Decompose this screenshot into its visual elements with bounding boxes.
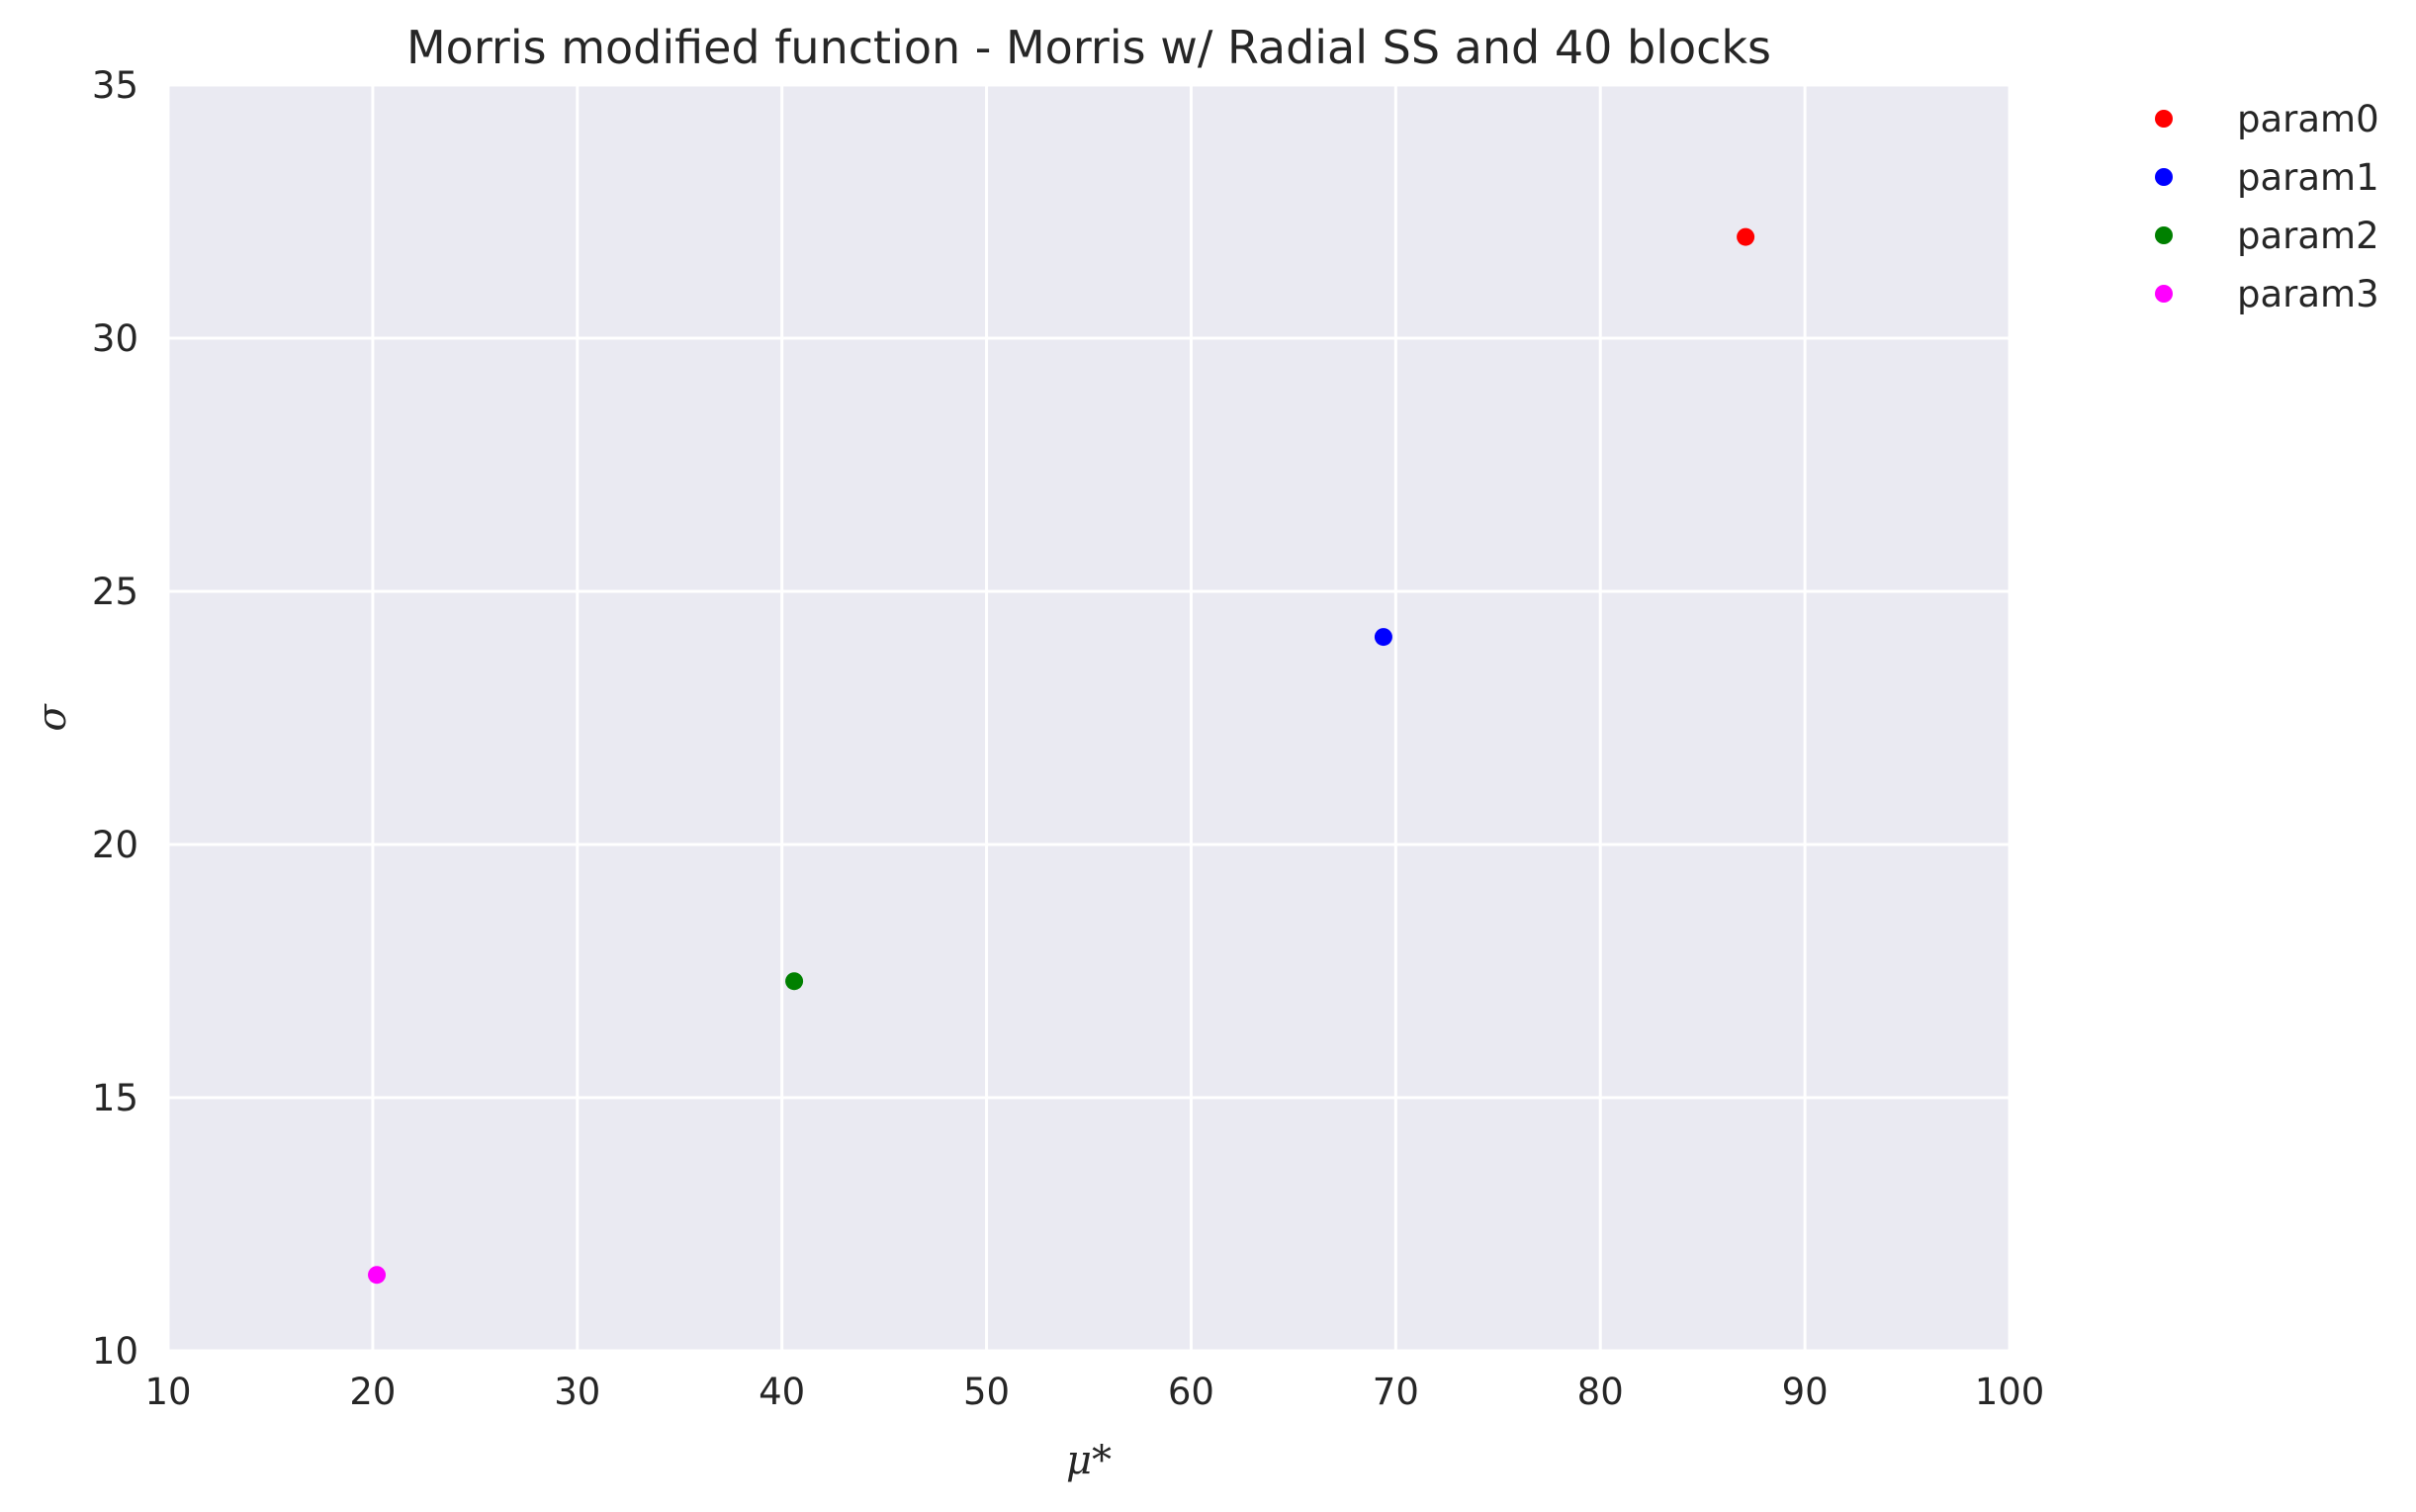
- x-tick-label: 80: [1577, 1371, 1624, 1413]
- x-tick-label: 70: [1373, 1371, 1419, 1413]
- x-tick-label: 90: [1782, 1371, 1829, 1413]
- x-tick-labels: 10 20 30 40 50 60 70 80 90 100: [144, 1371, 2044, 1413]
- data-point-param3: [368, 1266, 387, 1285]
- x-tick-label: 60: [1168, 1371, 1214, 1413]
- legend-marker-param1: [2155, 168, 2173, 186]
- legend-label-param1: param1: [2237, 156, 2379, 199]
- legend-marker-param3: [2155, 285, 2173, 303]
- y-tick-labels: 10 15 20 25 30 35: [92, 64, 138, 1373]
- y-tick-label: 20: [92, 824, 138, 866]
- y-axis-label: σ: [30, 703, 75, 732]
- y-tick-label: 30: [92, 317, 138, 360]
- x-tick-label: 50: [963, 1371, 1010, 1413]
- data-point-param0: [1737, 227, 1755, 246]
- x-tick-label: 40: [759, 1371, 805, 1413]
- y-tick-label: 10: [92, 1330, 138, 1373]
- x-tick-label: 10: [144, 1371, 191, 1413]
- plot-area: [168, 85, 2010, 1351]
- data-point-param2: [785, 972, 804, 991]
- x-tick-label: 20: [349, 1371, 396, 1413]
- y-tick-label: 25: [92, 571, 138, 613]
- chart-title: Morris modified function - Morris w/ Rad…: [406, 21, 1771, 74]
- legend-label-param0: param0: [2237, 98, 2379, 140]
- legend-marker-param0: [2155, 110, 2173, 128]
- legend-label-param2: param2: [2237, 215, 2379, 257]
- data-points: [368, 227, 1755, 1285]
- x-tick-label: 30: [554, 1371, 600, 1413]
- legend: param0 param1 param2 param3: [2155, 98, 2379, 315]
- grid-lines: [166, 83, 2012, 1353]
- legend-label-param3: param3: [2237, 273, 2379, 315]
- legend-marker-param2: [2155, 226, 2173, 244]
- y-tick-label: 35: [92, 64, 138, 107]
- data-point-param1: [1374, 628, 1392, 647]
- y-tick-label: 15: [92, 1077, 138, 1119]
- x-axis-label: μ*: [1066, 1438, 1112, 1483]
- x-tick-label: 100: [1975, 1371, 2045, 1413]
